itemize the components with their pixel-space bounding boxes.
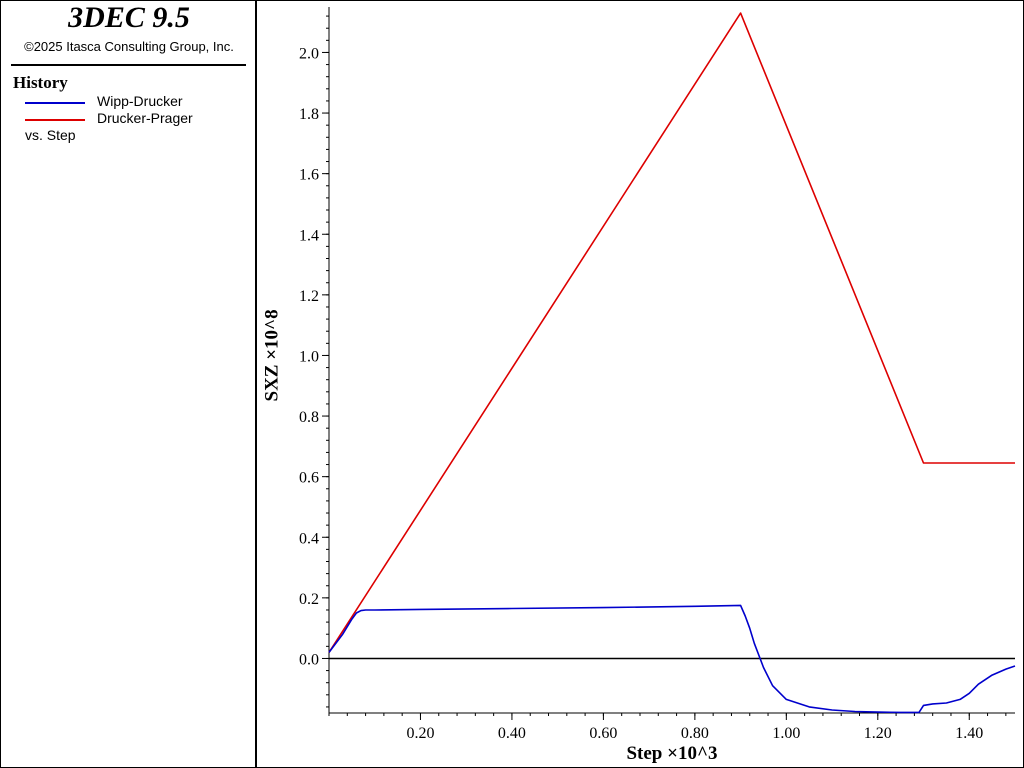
data-point-wipp-drucker (740, 605, 741, 606)
x-tick-label: 1.00 (772, 725, 800, 742)
y-tick-label: 1.6 (299, 167, 319, 184)
axes-layer: 0.0 0.2 0.4 0.6 0.8 1.0 1.2 1.4 1.6 1.8 2.0 0.20 0.4… (299, 7, 1015, 742)
data-point-wipp-drucker (772, 685, 773, 686)
data-point-drucker-prager (1014, 462, 1015, 463)
copyright-text: ©2025 Itasca Consulting Group, Inc. (24, 39, 234, 54)
data-point-wipp-drucker (854, 711, 855, 712)
y-tick-label: 2.0 (299, 45, 319, 62)
data-point-wipp-drucker (831, 709, 832, 710)
data-point-wipp-drucker (374, 609, 375, 610)
y-tick-label: 0.8 (299, 409, 319, 426)
data-point-wipp-drucker (960, 699, 961, 700)
data-point-wipp-drucker (992, 675, 993, 676)
y-tick-label: 0.2 (299, 591, 319, 608)
data-point-wipp-drucker (603, 607, 604, 608)
legend-divider (11, 64, 246, 66)
y-tick-label: 0.0 (299, 651, 319, 668)
y-tick-label: 1.4 (299, 227, 319, 244)
x-tick-label: 1.20 (864, 725, 892, 742)
data-point-wipp-drucker (763, 667, 764, 668)
data-point-wipp-drucker (946, 702, 947, 703)
data-point-wipp-drucker (754, 643, 755, 644)
data-point-wipp-drucker (745, 615, 746, 616)
app-title: 3DEC 9.5 (68, 1, 190, 34)
y-tick-label: 1.0 (299, 348, 319, 365)
legend-label-drucker-prager: Drucker-Prager (97, 110, 193, 126)
legend-vs-label: vs. Step (25, 127, 76, 143)
x-tick-label: 1.40 (955, 725, 983, 742)
data-point-wipp-drucker (328, 652, 329, 653)
data-point-wipp-drucker (1005, 668, 1006, 669)
series-line-wipp-drucker (328, 604, 1016, 714)
x-tick-label: 0.40 (498, 725, 526, 742)
data-point-wipp-drucker (365, 609, 366, 610)
y-tick-label: 0.6 (299, 470, 319, 487)
legend-panel: 3DEC 9.5 ©2025 Itasca Consulting Group, … (1, 1, 257, 767)
data-point-wipp-drucker (356, 612, 357, 613)
data-point-wipp-drucker (918, 712, 919, 713)
legend-swatch-wipp-drucker (25, 102, 85, 104)
data-point-wipp-drucker (694, 606, 695, 607)
data-point-wipp-drucker (511, 608, 512, 609)
data-point-wipp-drucker (978, 684, 979, 685)
data-point-wipp-drucker (749, 628, 750, 629)
data-point-wipp-drucker (809, 706, 810, 707)
y-axis-title: SXZ ×10^8 (261, 309, 282, 401)
x-tick-label: 0.20 (406, 725, 434, 742)
data-point-wipp-drucker (969, 693, 970, 694)
series-layer (328, 12, 1016, 714)
y-tick-label: 1.2 (299, 288, 319, 305)
data-point-wipp-drucker (1014, 665, 1015, 666)
x-tick-label: 0.80 (681, 725, 709, 742)
data-point-drucker-prager (923, 462, 924, 463)
data-point-wipp-drucker (923, 705, 924, 706)
x-tick-label: 0.60 (589, 725, 617, 742)
series-line-drucker-prager (328, 12, 1015, 653)
legend-label-wipp-drucker: Wipp-Drucker (97, 93, 183, 109)
data-point-wipp-drucker (932, 703, 933, 704)
data-point-wipp-drucker (420, 609, 421, 610)
data-point-wipp-drucker (758, 655, 759, 656)
data-point-wipp-drucker (351, 618, 352, 619)
y-tick-label: 0.4 (299, 530, 319, 547)
x-axis-title: Step ×10^3 (626, 743, 717, 764)
data-point-drucker-prager (740, 12, 741, 13)
data-point-wipp-drucker (877, 711, 878, 712)
legend-heading: History (13, 73, 68, 92)
data-point-wipp-drucker (342, 634, 343, 635)
plot-area: 0.0 0.2 0.4 0.6 0.8 1.0 1.2 1.4 1.6 1.8 2.0 0.20 0.4… (259, 1, 1023, 767)
data-point-wipp-drucker (900, 712, 901, 713)
y-tick-label: 1.8 (299, 106, 319, 123)
data-point-wipp-drucker (786, 699, 787, 700)
history-chart: 0.0 0.2 0.4 0.6 0.8 1.0 1.2 1.4 1.6 1.8 2.0 0.20 0.4… (261, 7, 1016, 764)
legend-swatch-drucker-prager (25, 119, 85, 121)
data-point-wipp-drucker (360, 610, 361, 611)
